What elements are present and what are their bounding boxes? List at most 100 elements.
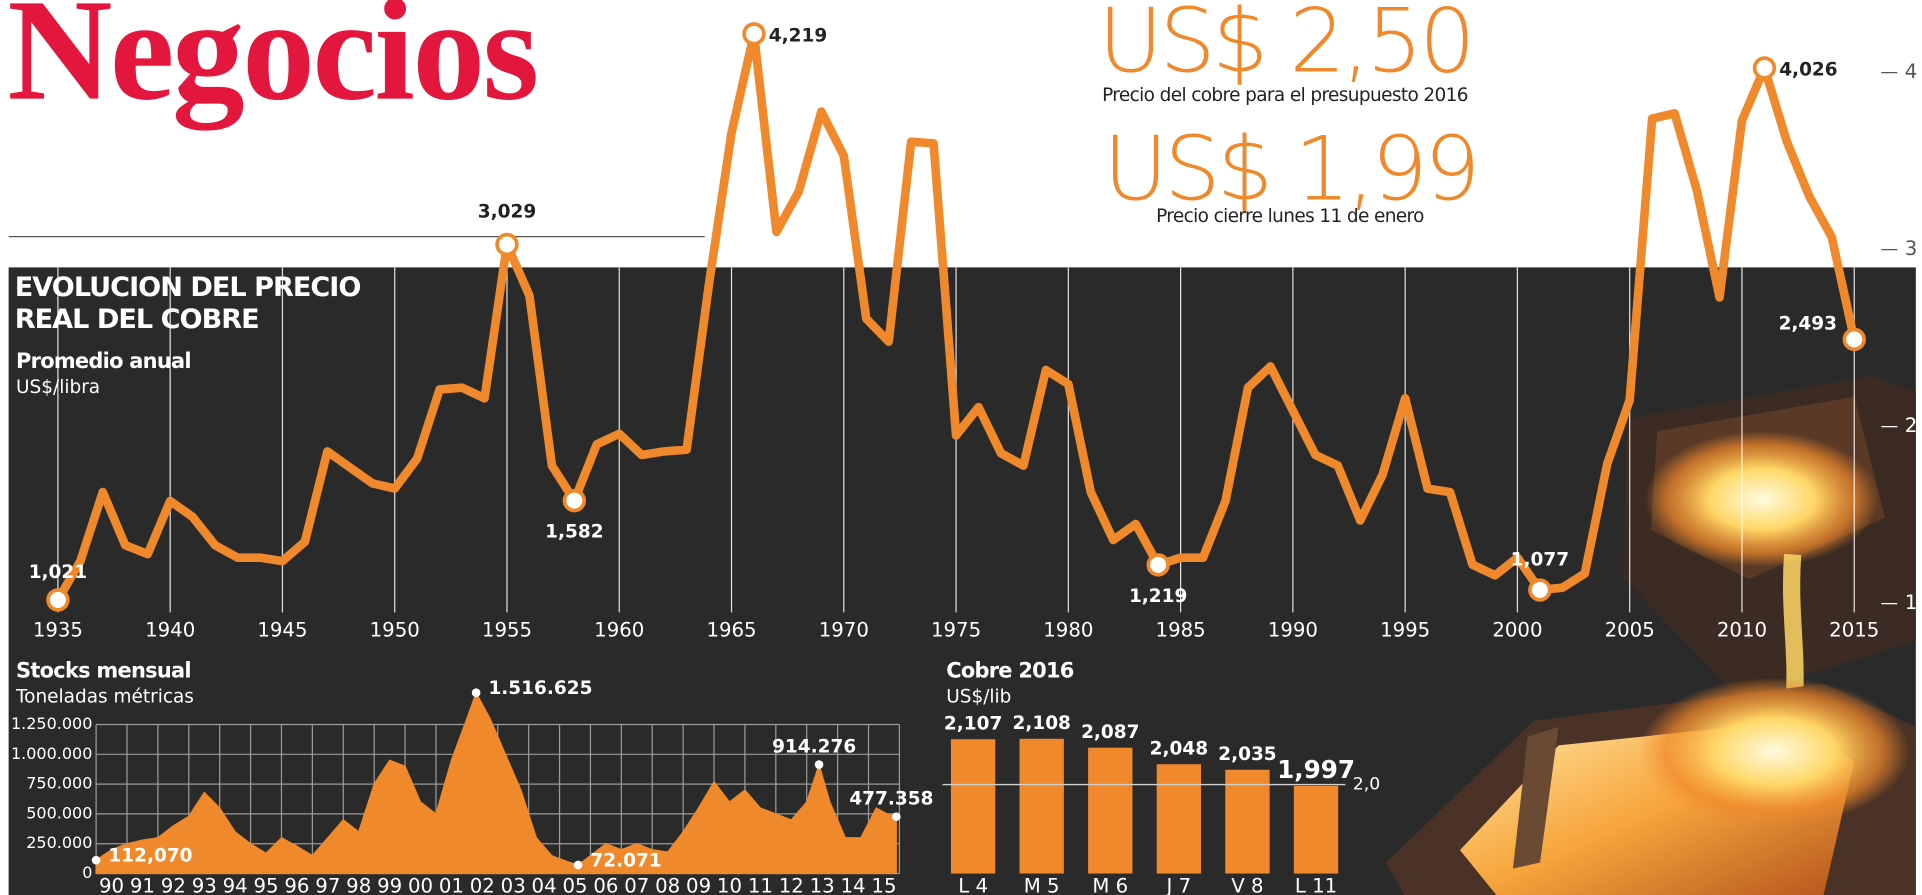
chart-title: REAL DEL COBRE	[15, 304, 259, 335]
data-label: 1,997	[1277, 755, 1355, 784]
data-label: 4,026	[1779, 59, 1837, 80]
y-tick-label: 250.000	[26, 833, 92, 852]
data-label: 1,219	[1129, 586, 1187, 607]
marker	[564, 491, 584, 511]
x-tick-label: 12	[779, 875, 804, 895]
x-tick-label: 98	[346, 875, 371, 895]
axis-unit: Toneladas métricas	[15, 686, 194, 707]
x-tick-label: 92	[161, 875, 186, 895]
y-tick-label: 4	[1905, 60, 1918, 83]
x-tick-label: 97	[315, 875, 340, 895]
bar	[951, 739, 995, 873]
chart-subtitle: Promedio anual	[16, 349, 191, 373]
x-tick-label: J 7	[1165, 875, 1192, 895]
data-label: 2,087	[1081, 722, 1139, 743]
x-tick-label: 99	[377, 875, 402, 895]
x-tick-label: 14	[841, 875, 866, 895]
marker	[815, 760, 824, 769]
bar	[1088, 748, 1132, 874]
x-tick-label: 1985	[1156, 618, 1206, 641]
bar	[1157, 764, 1201, 873]
x-tick-label: 06	[593, 875, 618, 895]
marker	[892, 812, 901, 821]
marker	[744, 24, 764, 44]
x-tick-label: 1975	[931, 618, 981, 641]
x-tick-label: 01	[439, 875, 464, 895]
x-tick-label: 13	[810, 875, 835, 895]
data-label: 2,108	[1012, 713, 1070, 734]
y-tick-label: 2	[1905, 414, 1918, 437]
y-tick-label: 3	[1905, 237, 1918, 260]
data-label: 2,048	[1150, 738, 1208, 759]
chart-title: EVOLUCION DEL PRECIO	[15, 272, 361, 303]
data-label: 1,582	[545, 522, 603, 543]
axis-unit: US$/lib	[946, 686, 1011, 707]
x-tick-label: 1960	[594, 618, 644, 641]
marker	[1530, 580, 1550, 600]
y-tick-label: 750.000	[26, 774, 92, 793]
data-label: 1.516.625	[488, 678, 592, 699]
page: Negocios US$ 2,50 Precio del cobre para …	[0, 0, 1922, 895]
y-tick-label: 1.250.000	[11, 714, 92, 733]
x-tick-label: 09	[686, 875, 711, 895]
chart-title: Cobre 2016	[946, 658, 1074, 682]
data-label: 112,070	[108, 845, 192, 866]
x-tick-label: 1970	[819, 618, 869, 641]
x-tick-label: 2005	[1605, 618, 1655, 641]
x-tick-label: 1935	[33, 618, 83, 641]
x-tick-label: 2010	[1717, 618, 1767, 641]
highlight-caption: Precio cierre lunes 11 de enero	[1156, 206, 1424, 227]
x-tick-label: 91	[130, 875, 155, 895]
x-tick-label: 03	[501, 875, 526, 895]
x-tick-label: 1980	[1043, 618, 1093, 641]
marker	[92, 856, 101, 865]
x-tick-label: 95	[253, 875, 278, 895]
data-label: 2,107	[944, 713, 1002, 734]
data-label: 1,021	[29, 562, 87, 583]
highlight-caption: Precio del cobre para el presupuesto 201…	[1102, 85, 1468, 106]
x-tick-label: 05	[562, 875, 587, 895]
masthead: Negocios	[7, 0, 536, 131]
x-tick-label: 2015	[1829, 618, 1879, 641]
bar	[1225, 770, 1269, 874]
marker	[1148, 555, 1168, 575]
x-tick-label: 1945	[257, 618, 307, 641]
bar	[1020, 739, 1064, 874]
data-label: 914.276	[772, 736, 856, 757]
x-tick-label: 11	[748, 875, 773, 895]
marker	[472, 688, 481, 697]
x-tick-label: 04	[532, 875, 557, 895]
bar	[1294, 786, 1338, 874]
y-tick-label: 500.000	[26, 803, 92, 822]
x-tick-label: 96	[284, 875, 309, 895]
y-tick-label: 0	[82, 863, 92, 882]
x-tick-label: M 6	[1092, 875, 1128, 895]
data-label: 477.358	[849, 788, 933, 809]
x-tick-label: 1990	[1268, 618, 1318, 641]
x-tick-label: 2000	[1492, 618, 1542, 641]
x-tick-label: L 4	[958, 875, 988, 895]
x-tick-label: 07	[624, 875, 649, 895]
x-tick-label: 08	[655, 875, 680, 895]
x-tick-label: 10	[717, 875, 742, 895]
x-tick-label: 02	[470, 875, 495, 895]
x-tick-label: 1950	[370, 618, 420, 641]
data-label: 2,493	[1779, 314, 1837, 335]
x-tick-label: 1995	[1380, 618, 1430, 641]
x-tick-label: M 5	[1024, 875, 1060, 895]
y-tick-label: 1	[1905, 591, 1918, 614]
data-label: 1,077	[1511, 549, 1569, 570]
data-label: 3,029	[478, 201, 536, 222]
x-tick-label: L 11	[1295, 875, 1337, 895]
x-tick-label: 90	[99, 875, 124, 895]
x-tick-label: 15	[871, 875, 896, 895]
data-label: 4,219	[769, 25, 827, 46]
chart-title: Stocks mensual	[16, 658, 191, 682]
marker	[48, 590, 68, 610]
marker	[1844, 330, 1864, 350]
data-label: 2,035	[1218, 744, 1276, 765]
infographic: Negocios US$ 2,50 Precio del cobre para …	[0, 0, 1922, 895]
x-tick-label: 93	[192, 875, 217, 895]
x-tick-label: 00	[408, 875, 433, 895]
x-tick-label: 1955	[482, 618, 532, 641]
